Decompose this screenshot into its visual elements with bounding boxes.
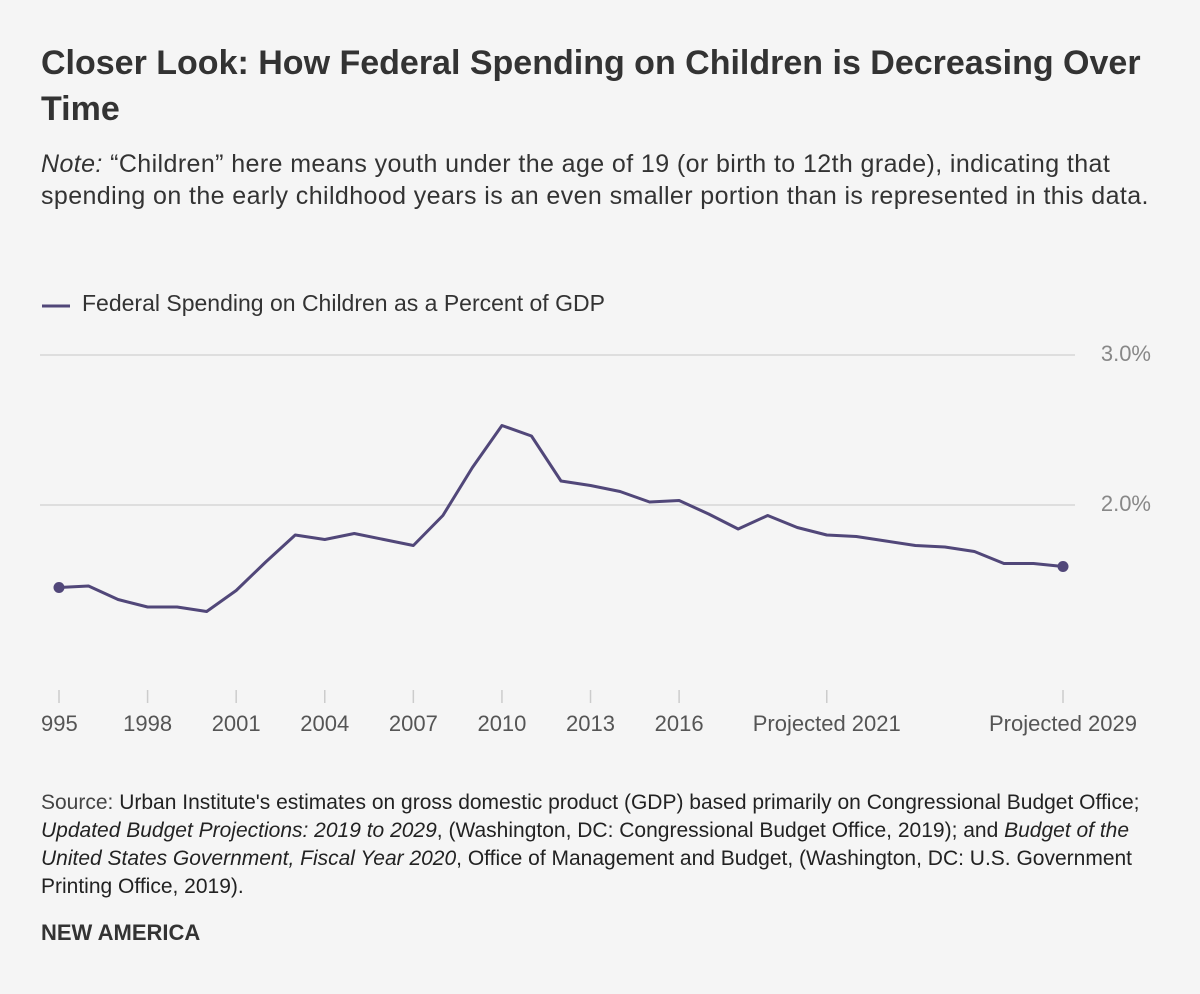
note-text: “Children” here means youth under the ag…	[41, 150, 1149, 210]
end-point	[53, 582, 65, 593]
chart-title: Closer Look: How Federal Spending on Chi…	[41, 44, 1141, 128]
x-tick-label: 2004	[300, 711, 349, 736]
x-tick-label: 2013	[566, 711, 615, 736]
legend-label: Federal Spending on Children as a Percen…	[82, 290, 605, 316]
source-title: Budget of the United States Government, …	[41, 819, 1130, 870]
x-tick-label: 2010	[477, 711, 526, 736]
x-tick-label: 2001	[212, 711, 261, 736]
x-tick-label: 1998	[123, 711, 172, 736]
source-text: Urban Institute's estimates on gross dom…	[113, 791, 1140, 814]
note-label: Note:	[41, 150, 103, 178]
x-tick-label: Projected 2029	[989, 711, 1137, 736]
brand: NEW AMERICA	[41, 920, 201, 945]
x-tick-label: 995	[41, 711, 78, 736]
source-label: Source:	[41, 791, 114, 814]
source-title: Updated Budget Projections: 2019 to 2029	[41, 819, 437, 842]
y-tick-label: 3.0%	[1101, 341, 1151, 366]
source-text: , (Washington, DC: Congressional Budget …	[436, 819, 1005, 842]
x-tick-label: 2007	[389, 711, 438, 736]
y-tick-label: 2.0%	[1101, 491, 1151, 516]
end-point	[1057, 561, 1069, 572]
source-text: , Office of Management and Budget, (Wash…	[41, 847, 1133, 898]
x-tick-label: 2016	[655, 711, 704, 736]
line	[58, 424, 1064, 613]
source: Source: Urban Institute's estimates on g…	[41, 789, 1166, 901]
x-tick-label: Projected 2021	[753, 711, 901, 736]
note: Note: “Children” here means youth under …	[41, 148, 1166, 212]
